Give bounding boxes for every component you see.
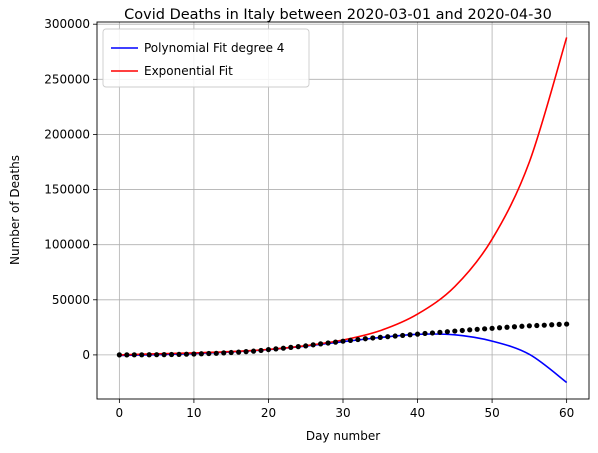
data-point <box>496 325 503 331</box>
plot-area <box>116 37 570 384</box>
legend-box <box>102 28 310 88</box>
legend-label-polynomial: Polynomial Fit degree 4 <box>144 41 284 55</box>
data-point <box>489 325 495 331</box>
data-point <box>414 331 421 337</box>
legend: Polynomial Fit degree 4 Exponential Fit <box>102 28 310 88</box>
data-point <box>519 323 525 329</box>
data-point <box>191 351 197 357</box>
data-point <box>280 345 286 351</box>
data-point <box>325 340 331 346</box>
data-point <box>303 343 309 349</box>
data-point <box>310 342 316 348</box>
data-point <box>176 351 182 357</box>
data-point <box>474 326 480 332</box>
data-point <box>347 337 354 344</box>
y-tick-label: 100000 <box>44 238 90 252</box>
y-tick-label: 300000 <box>44 17 90 31</box>
data-point <box>504 324 510 330</box>
data-point <box>459 327 465 334</box>
data-point <box>236 349 242 355</box>
data-point <box>258 347 264 354</box>
data-point <box>564 321 570 327</box>
data-point <box>265 346 272 353</box>
data-point <box>131 352 137 358</box>
data-point <box>198 351 204 357</box>
y-tick-label: 250000 <box>44 72 90 86</box>
data-point <box>168 351 175 358</box>
data-point <box>213 350 219 356</box>
data-point <box>370 335 376 341</box>
data-point <box>295 344 301 350</box>
y-tick-label: 0 <box>82 348 90 362</box>
data-point <box>139 352 145 358</box>
data-point <box>511 324 518 330</box>
y-axis-ticks: 0 50000 100000 150000 200000 250000 300000 <box>44 17 97 362</box>
data-point <box>340 338 346 344</box>
data-point <box>332 339 339 345</box>
data-point <box>526 323 532 329</box>
data-point <box>452 328 458 334</box>
data-point <box>437 329 443 335</box>
data-point <box>161 352 167 358</box>
data-point <box>355 336 361 343</box>
x-tick-label: 10 <box>186 406 201 420</box>
x-axis-label: Day number <box>306 429 380 443</box>
data-point <box>183 351 190 357</box>
data-point <box>556 321 562 327</box>
data-point <box>318 341 324 347</box>
data-point <box>482 326 488 332</box>
data-point <box>422 330 428 337</box>
data-point <box>221 350 227 356</box>
chart-title: Covid Deaths in Italy between 2020-03-01… <box>124 7 552 23</box>
data-points <box>116 321 570 358</box>
data-point <box>228 349 234 356</box>
data-point <box>385 334 391 340</box>
data-point <box>392 333 398 339</box>
data-point <box>377 334 383 340</box>
data-point <box>467 327 473 333</box>
data-point <box>549 322 555 328</box>
x-axis-ticks: 0 10 20 30 40 50 60 <box>116 399 574 420</box>
x-tick-label: 60 <box>559 406 574 420</box>
data-point <box>154 352 160 358</box>
data-point <box>250 348 257 354</box>
data-point <box>146 352 152 358</box>
x-tick-label: 0 <box>116 406 124 420</box>
x-tick-label: 20 <box>261 406 276 420</box>
legend-label-exponential: Exponential Fit <box>144 64 233 78</box>
data-point <box>206 350 212 357</box>
data-point <box>116 352 122 358</box>
data-point <box>541 322 547 328</box>
data-point <box>534 322 540 329</box>
x-tick-label: 40 <box>410 406 425 420</box>
y-tick-label: 150000 <box>44 183 90 197</box>
data-point <box>273 346 279 352</box>
x-tick-label: 30 <box>335 406 350 420</box>
data-point <box>407 332 413 338</box>
data-point <box>124 352 130 358</box>
data-point <box>400 332 406 339</box>
data-point <box>362 336 368 342</box>
data-point <box>429 330 436 336</box>
x-tick-label: 50 <box>484 406 499 420</box>
data-point <box>243 349 249 355</box>
y-axis-label: Number of Deaths <box>8 155 22 265</box>
data-point <box>444 329 450 335</box>
y-tick-label: 200000 <box>44 127 90 141</box>
data-point <box>288 344 294 350</box>
y-tick-label: 50000 <box>52 293 90 307</box>
grid <box>97 22 589 399</box>
